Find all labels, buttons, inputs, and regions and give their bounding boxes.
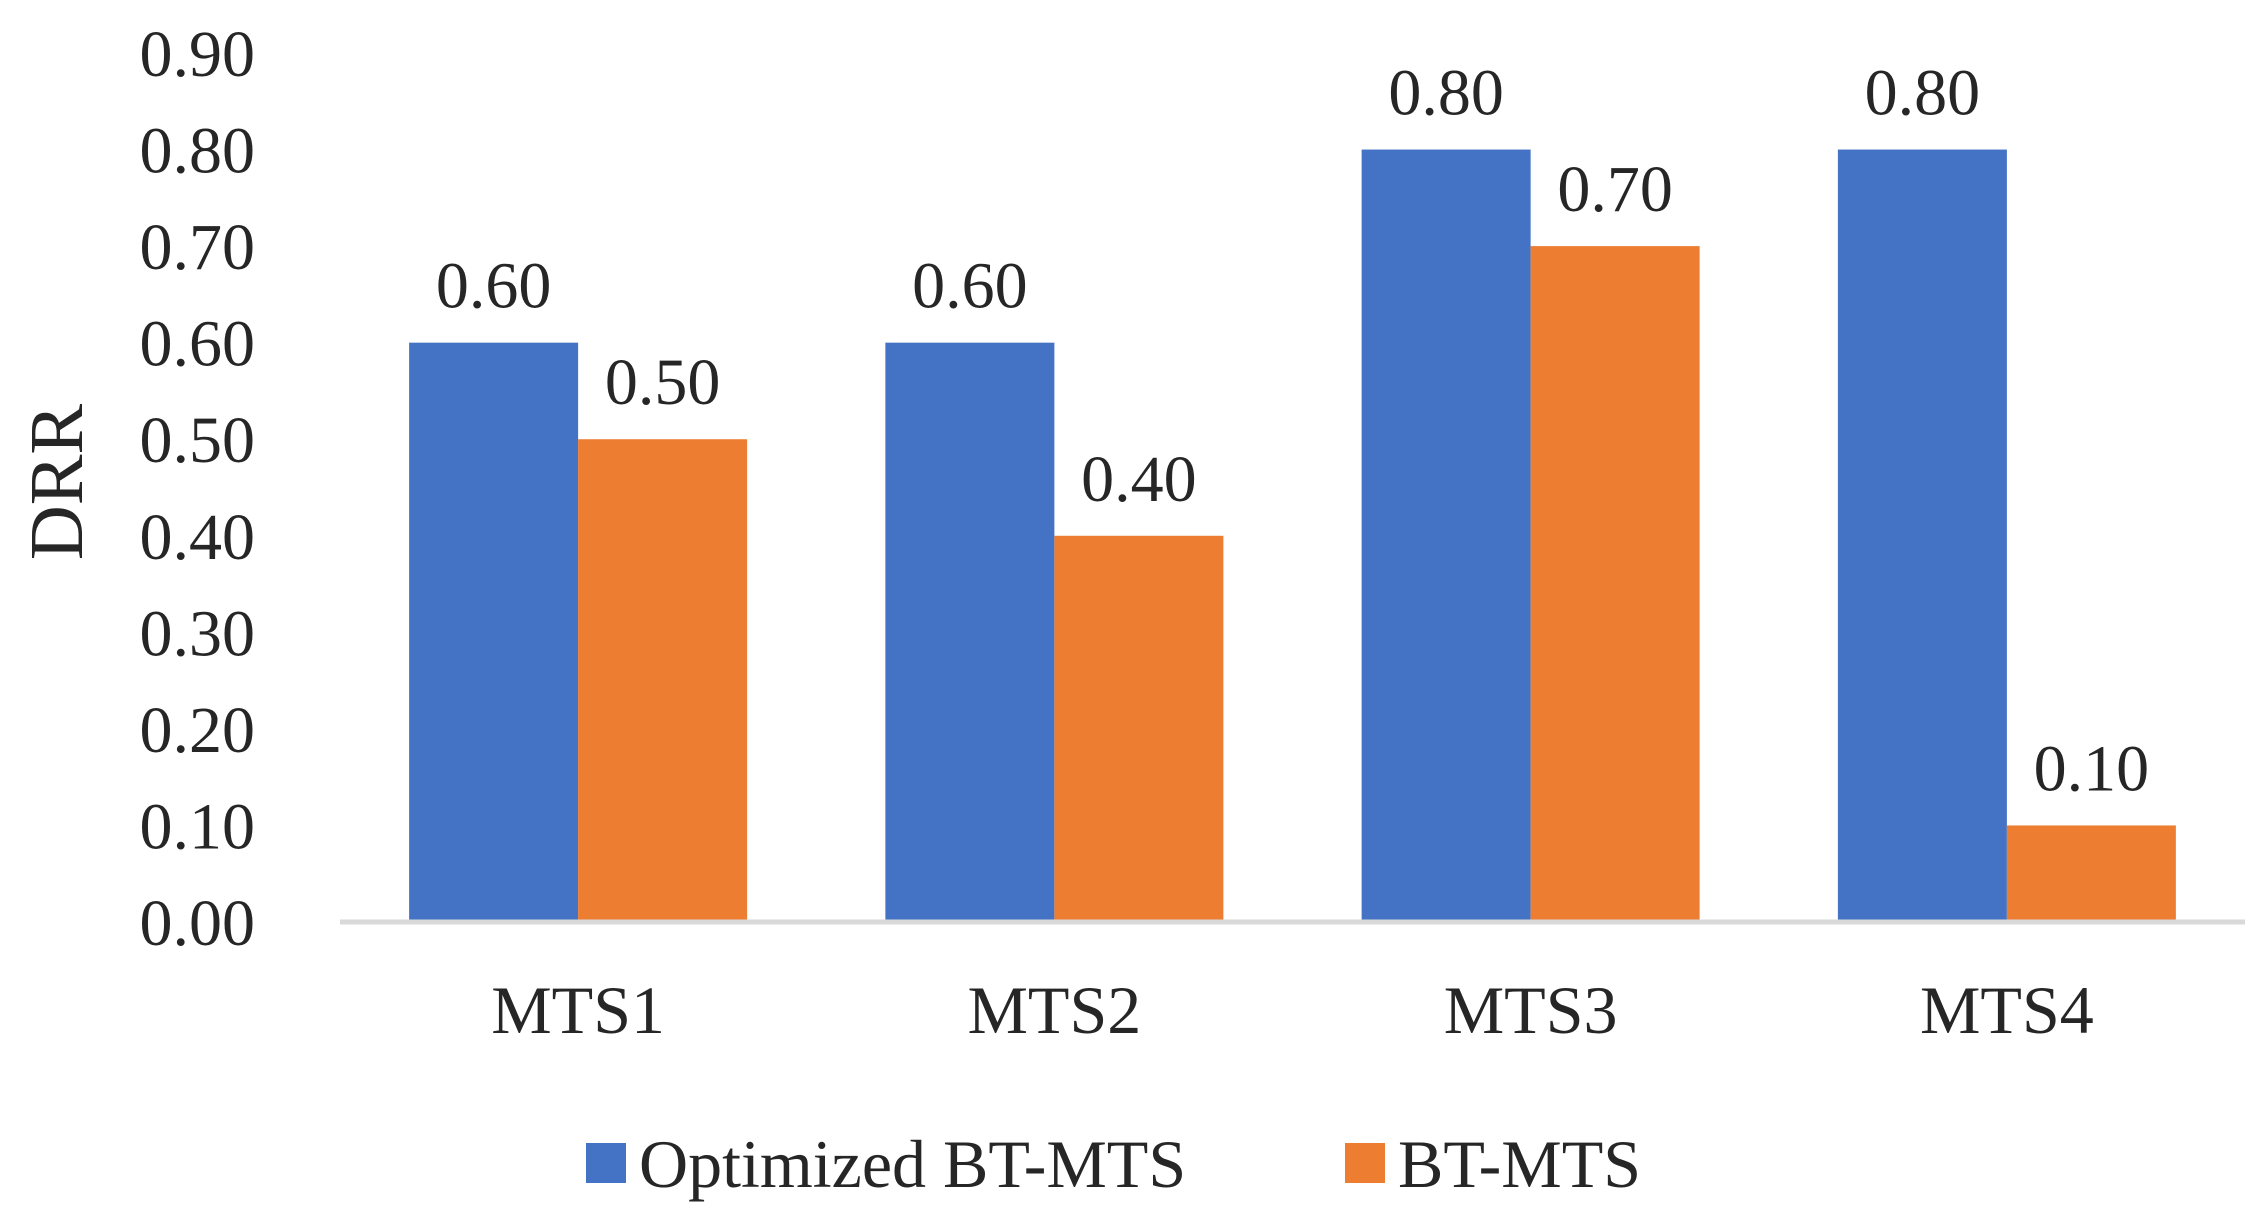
data-label: 0.60 bbox=[436, 250, 552, 323]
data-labels: 0.60 0.50 0.60 0.40 0.80 0.70 0.80 0.10 bbox=[436, 57, 2149, 806]
x-category-label: MTS4 bbox=[1920, 972, 2094, 1048]
bar-optimized-bt-mts-mts1 bbox=[409, 342, 579, 923]
legend-swatch bbox=[1345, 1143, 1385, 1183]
legend-label: Optimized BT-MTS bbox=[639, 1126, 1186, 1202]
bar-bt-mts-mts3 bbox=[1530, 246, 1700, 923]
y-tick-label: 0.00 bbox=[140, 887, 256, 960]
x-axis-categories: MTS1 MTS2 MTS3 MTS4 bbox=[491, 972, 2094, 1048]
y-tick-label: 0.60 bbox=[140, 308, 256, 381]
x-category-label: MTS1 bbox=[491, 972, 665, 1048]
legend-swatch bbox=[586, 1143, 626, 1183]
y-tick-label: 0.50 bbox=[140, 404, 256, 477]
bar-bt-mts-mts2 bbox=[1054, 535, 1224, 922]
data-label: 0.80 bbox=[1388, 57, 1504, 130]
bar-optimized-bt-mts-mts4 bbox=[1837, 149, 2007, 923]
bar-optimized-bt-mts-mts3 bbox=[1361, 149, 1531, 923]
data-label: 0.10 bbox=[2034, 732, 2150, 805]
legend: Optimized BT-MTS BT-MTS bbox=[586, 1126, 1641, 1202]
y-axis-ticks: 0.00 0.10 0.20 0.30 0.40 0.50 0.60 0.70 0.80 0.90 bbox=[140, 18, 256, 960]
legend-label: BT-MTS bbox=[1398, 1126, 1641, 1202]
bar-optimized-bt-mts-mts2 bbox=[885, 342, 1055, 923]
y-tick-label: 0.40 bbox=[140, 501, 256, 574]
data-label: 0.40 bbox=[1081, 443, 1197, 516]
bars bbox=[409, 149, 2176, 923]
y-tick-label: 0.90 bbox=[140, 18, 256, 91]
data-label: 0.80 bbox=[1865, 57, 1981, 130]
data-label: 0.60 bbox=[912, 250, 1028, 323]
data-label: 0.70 bbox=[1557, 153, 1673, 226]
y-tick-label: 0.10 bbox=[140, 790, 256, 863]
y-tick-label: 0.30 bbox=[140, 597, 256, 670]
bar-bt-mts-mts1 bbox=[578, 439, 748, 922]
y-tick-label: 0.80 bbox=[140, 115, 256, 188]
y-tick-label: 0.20 bbox=[140, 694, 256, 767]
bar-bt-mts-mts4 bbox=[2006, 825, 2176, 922]
y-axis-title: DRR bbox=[15, 404, 99, 561]
x-category-label: MTS2 bbox=[967, 972, 1141, 1048]
data-label: 0.50 bbox=[605, 346, 721, 419]
y-tick-label: 0.70 bbox=[140, 211, 256, 284]
x-category-label: MTS3 bbox=[1444, 972, 1618, 1048]
